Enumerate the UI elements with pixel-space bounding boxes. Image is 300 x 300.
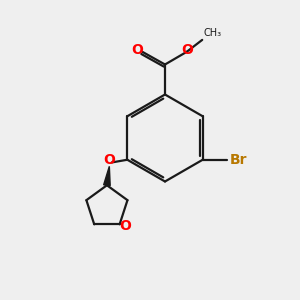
Text: CH₃: CH₃ — [203, 28, 221, 38]
Text: O: O — [182, 44, 194, 57]
Text: O: O — [103, 153, 115, 167]
Text: Br: Br — [230, 153, 247, 167]
Text: O: O — [131, 44, 143, 57]
Text: O: O — [119, 219, 131, 233]
Polygon shape — [104, 166, 110, 186]
